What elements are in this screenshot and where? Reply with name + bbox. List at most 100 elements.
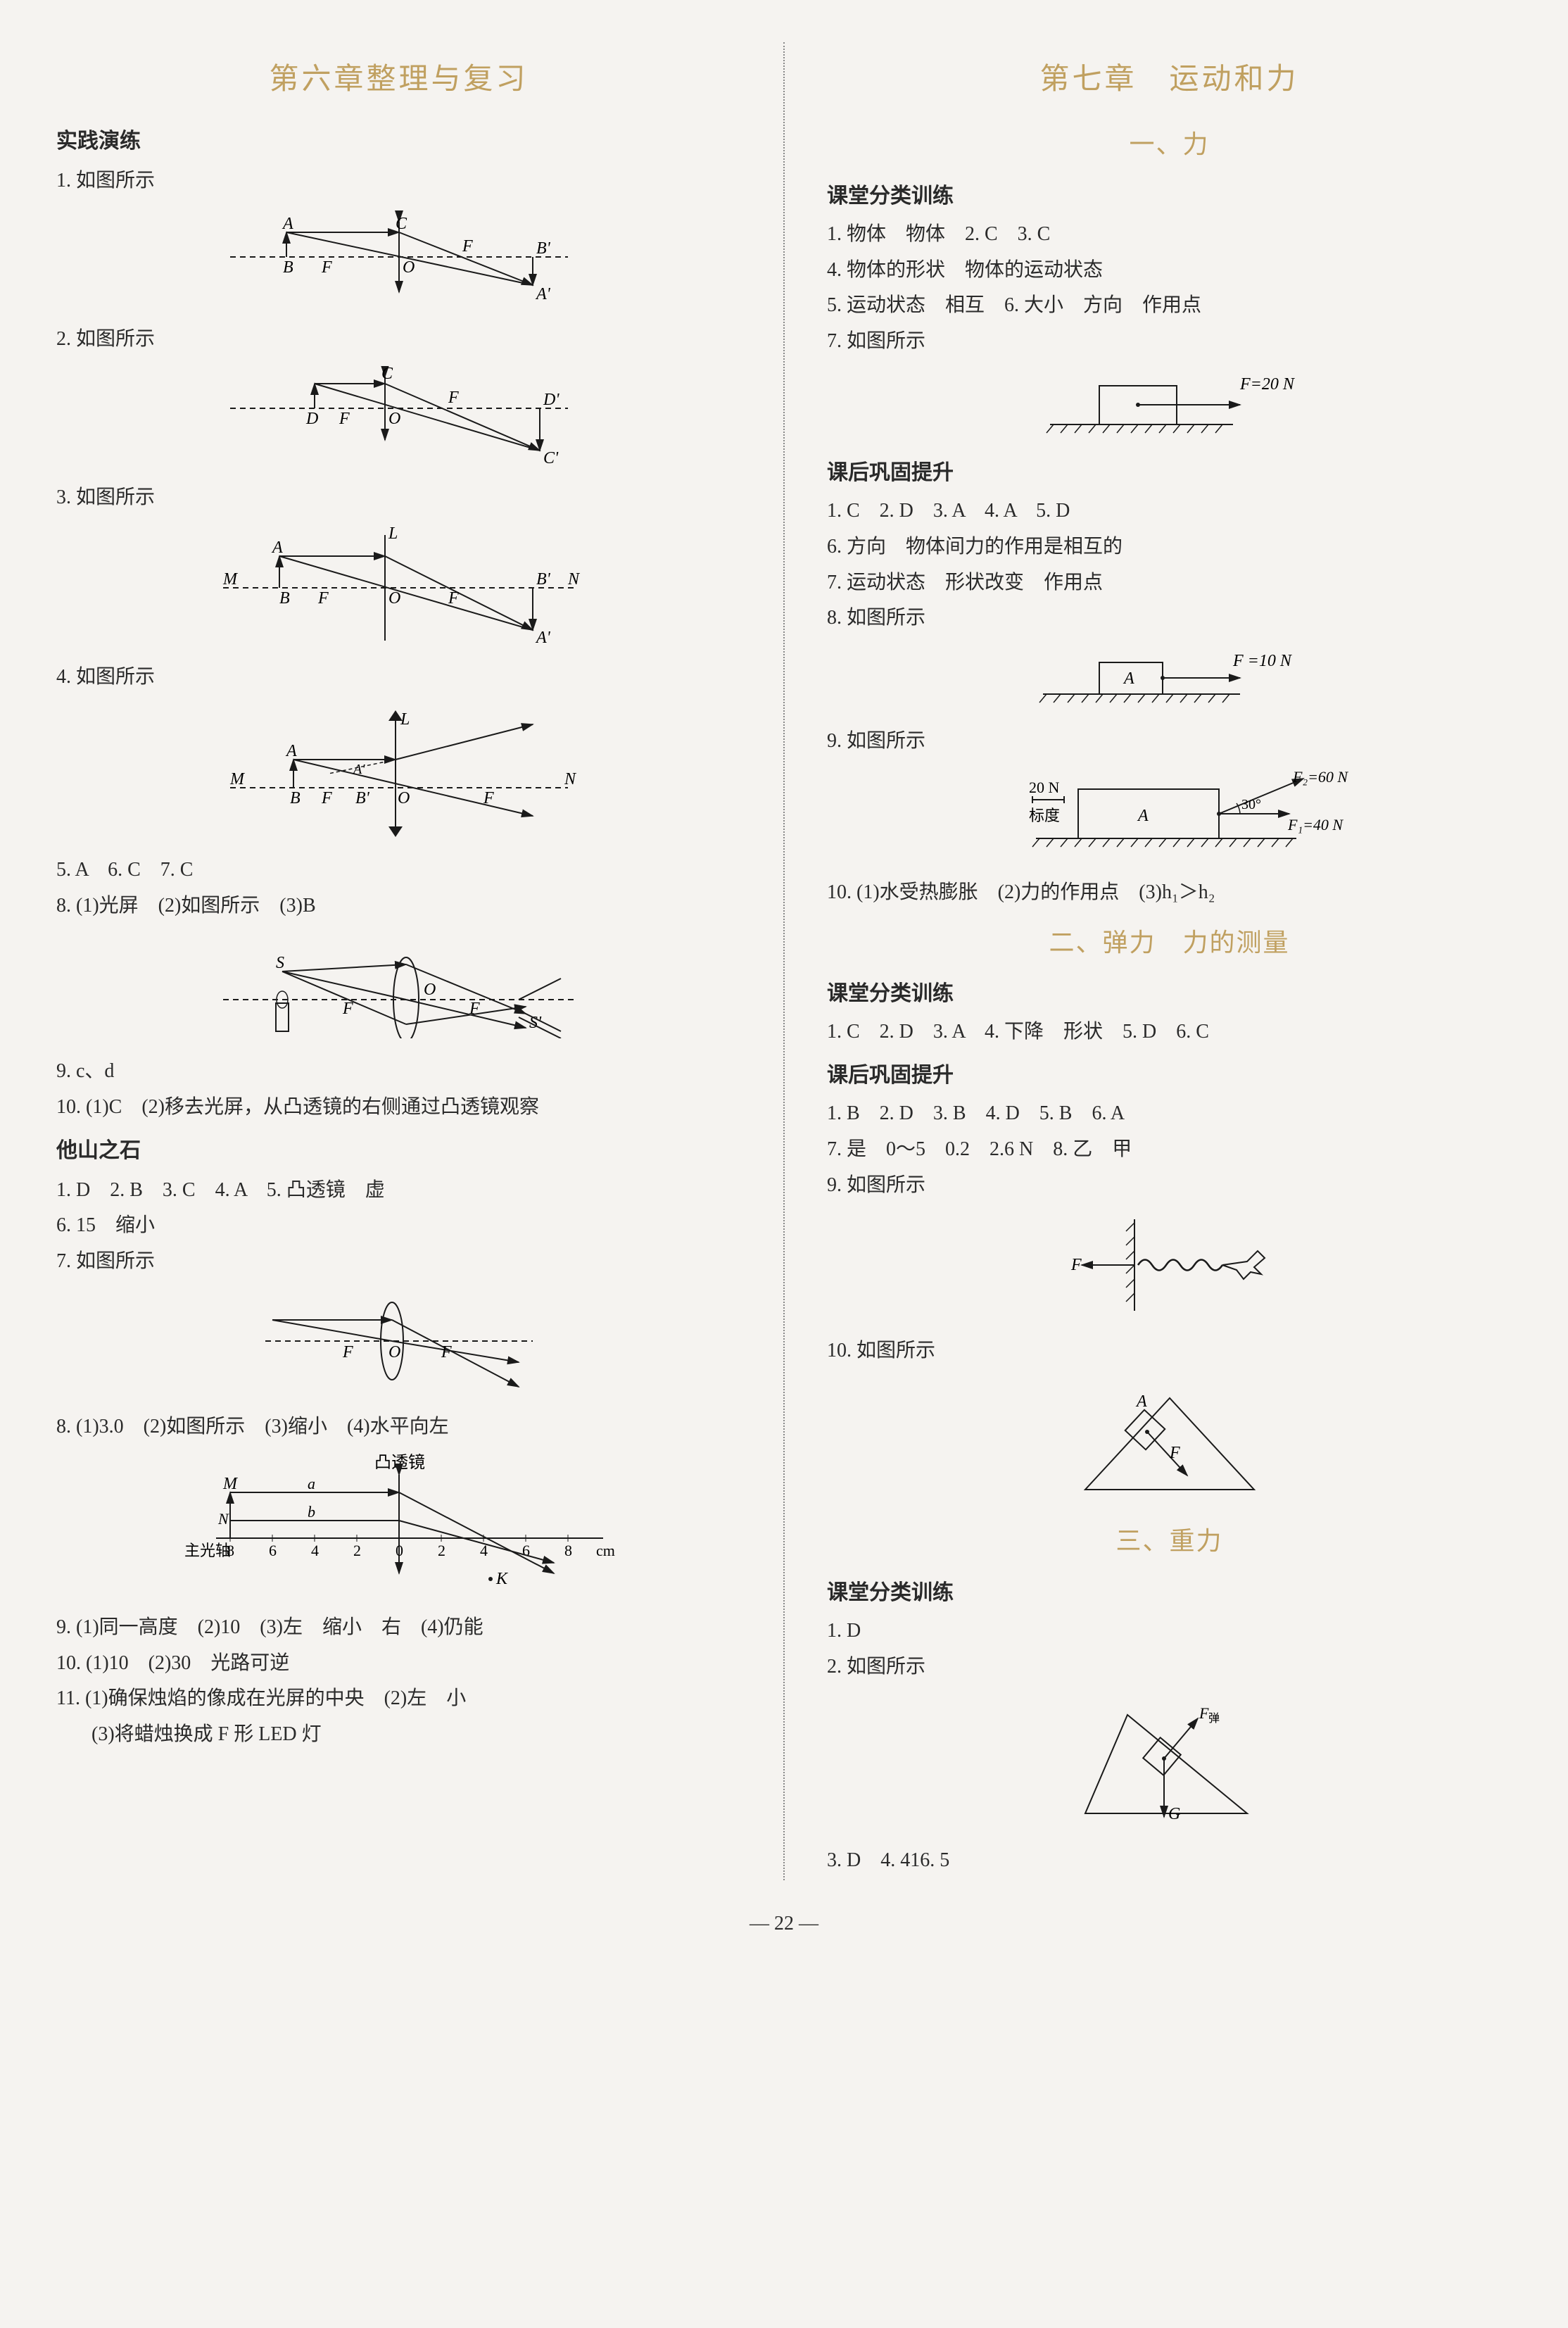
svg-text:B: B (283, 258, 293, 277)
c7: 7. 如图所示 (827, 326, 1512, 358)
svg-text:N: N (217, 1510, 229, 1528)
q1: 1. 如图所示 (56, 165, 741, 197)
right-column: 第七章 运动和力 一、力 课堂分类训练 1. 物体 物体 2. C 3. C 4… (827, 42, 1512, 1880)
o6: 6. 15 缩小 (56, 1210, 741, 1242)
class-heading-2: 课堂分类训练 (827, 977, 1512, 1011)
a1: 1. C 2. D 3. A 4. A 5. D (827, 496, 1512, 527)
svg-text:M: M (222, 1475, 239, 1493)
svg-text:A: A (282, 215, 293, 233)
diagram-a8: A F =10 N (1029, 645, 1310, 708)
svg-text:A': A' (352, 762, 365, 777)
diagram-q1: A B F O C F B' A' (216, 208, 582, 306)
svg-text:F₂=60 N: F₂=60 N (1292, 768, 1348, 786)
diagram-c3-2: F 弹 G (1057, 1694, 1282, 1827)
a2-10: 10. 如图所示 (827, 1335, 1512, 1367)
c2-1: 1. C 2. D 3. A 4. 下降 形状 5. D 6. C (827, 1017, 1512, 1048)
svg-text:标度: 标度 (1029, 807, 1060, 824)
svg-text:F₁=40 N: F₁=40 N (1287, 816, 1343, 833)
svg-text:F: F (462, 237, 473, 256)
o11b: (3)将蜡烛换成 F 形 LED 灯 (56, 1719, 741, 1751)
svg-text:S: S (276, 954, 284, 972)
svg-text:B': B' (355, 789, 370, 807)
svg-text:F: F (483, 789, 494, 807)
a7: 7. 运动状态 形状改变 作用点 (827, 567, 1512, 599)
diagram-o8: 凸透镜 主光轴 8 6 4 2 0 2 4 6 8 cm M a N (174, 1454, 624, 1594)
svg-text:A: A (1123, 669, 1134, 688)
svg-text:F: F (317, 589, 329, 608)
svg-text:D: D (305, 410, 318, 428)
svg-text:L: L (400, 710, 410, 729)
other-heading: 他山之石 (56, 1134, 741, 1168)
c7-force-label: F=20 N (1239, 375, 1296, 394)
svg-text:2: 2 (438, 1542, 445, 1559)
c3-3: 3. D 4. 416. 5 (827, 1845, 1512, 1877)
svg-text:C: C (381, 366, 393, 383)
svg-text:O: O (424, 981, 436, 999)
svg-text:cm: cm (596, 1542, 615, 1559)
o1: 1. D 2. B 3. C 4. A 5. 凸透镜 虚 (56, 1175, 741, 1207)
svg-text:F: F (469, 1000, 480, 1018)
svg-text:M: M (222, 570, 239, 589)
diagram-o7: F O F (251, 1288, 547, 1394)
svg-text:O: O (398, 789, 410, 807)
diagram-c7: F=20 N (1036, 368, 1303, 439)
svg-text:30°: 30° (1241, 797, 1261, 812)
svg-text:D': D' (543, 391, 559, 409)
diagram-a2-9: F (1043, 1212, 1296, 1318)
diagram-q3: L M N A B F O F B' A' (209, 524, 589, 644)
q3: 3. 如图所示 (56, 482, 741, 514)
svg-text:B': B' (536, 570, 551, 589)
svg-text:A: A (1135, 1392, 1147, 1411)
svg-text:O: O (388, 410, 400, 428)
svg-text:F: F (339, 410, 350, 428)
svg-text:F: F (321, 258, 332, 277)
svg-text:2: 2 (353, 1542, 361, 1559)
a9: 9. 如图所示 (827, 726, 1512, 757)
svg-text:a: a (308, 1475, 315, 1492)
svg-text:F: F (1169, 1444, 1180, 1462)
o8: 8. (1)3.0 (2)如图所示 (3)缩小 (4)水平向左 (56, 1411, 741, 1443)
diagram-q4: L A A' M N B F B' O F (216, 703, 582, 837)
after-heading-2: 课后巩固提升 (827, 1059, 1512, 1093)
c5: 5. 运动状态 相互 6. 大小 方向 作用点 (827, 290, 1512, 322)
o10: 10. (1)10 (2)30 光路可逆 (56, 1648, 741, 1680)
section-1-title: 一、力 (827, 125, 1512, 165)
o7: 7. 如图所示 (56, 1246, 741, 1278)
c3-2: 2. 如图所示 (827, 1651, 1512, 1683)
chapter-6-title: 第六章整理与复习 (56, 56, 741, 103)
diagram-q8: S F O F S' (209, 933, 589, 1038)
diagram-q2: C D F O F D' C' (216, 366, 582, 465)
svg-text:A': A' (535, 629, 551, 644)
left-column: 第六章整理与复习 实践演练 1. 如图所示 A B F O C F B' A' (56, 42, 741, 1880)
o9: 9. (1)同一高度 (2)10 (3)左 缩小 右 (4)仍能 (56, 1612, 741, 1644)
svg-text:0: 0 (396, 1542, 403, 1559)
svg-text:B: B (279, 589, 290, 608)
svg-text:N: N (567, 570, 581, 589)
svg-text:8: 8 (564, 1542, 572, 1559)
page-container: 第六章整理与复习 实践演练 1. 如图所示 A B F O C F B' A' (56, 42, 1512, 1880)
q5-7: 5. A 6. C 7. C (56, 855, 741, 886)
svg-text:O: O (388, 1343, 400, 1361)
chapter-7-title: 第七章 运动和力 (827, 56, 1512, 103)
svg-text:B: B (290, 789, 301, 807)
svg-text:A': A' (535, 285, 551, 303)
svg-text:K: K (495, 1570, 509, 1588)
c4: 4. 物体的形状 物体的运动状态 (827, 255, 1512, 287)
q10: 10. (1)C (2)移去光屏，从凸透镜的右侧通过凸透镜观察 (56, 1092, 741, 1124)
svg-text:弹: 弹 (1208, 1712, 1220, 1725)
svg-text:8: 8 (227, 1542, 234, 1559)
c3-1: 1. D (827, 1616, 1512, 1647)
o11: 11. (1)确保烛焰的像成在光屏的中央 (2)左 小 (56, 1683, 741, 1715)
svg-text:F: F (342, 1343, 353, 1361)
a8: 8. 如图所示 (827, 603, 1512, 634)
q8: 8. (1)光屏 (2)如图所示 (3)B (56, 891, 741, 922)
svg-text:F: F (1070, 1256, 1082, 1274)
svg-text:F: F (321, 789, 332, 807)
svg-text:C: C (396, 215, 407, 233)
column-divider (783, 42, 785, 1880)
class-heading-1: 课堂分类训练 (827, 180, 1512, 213)
svg-text:4: 4 (311, 1542, 319, 1559)
svg-text:N: N (564, 770, 577, 788)
q9: 9. c、d (56, 1056, 741, 1088)
o8-lens-label: 凸透镜 (374, 1454, 425, 1472)
